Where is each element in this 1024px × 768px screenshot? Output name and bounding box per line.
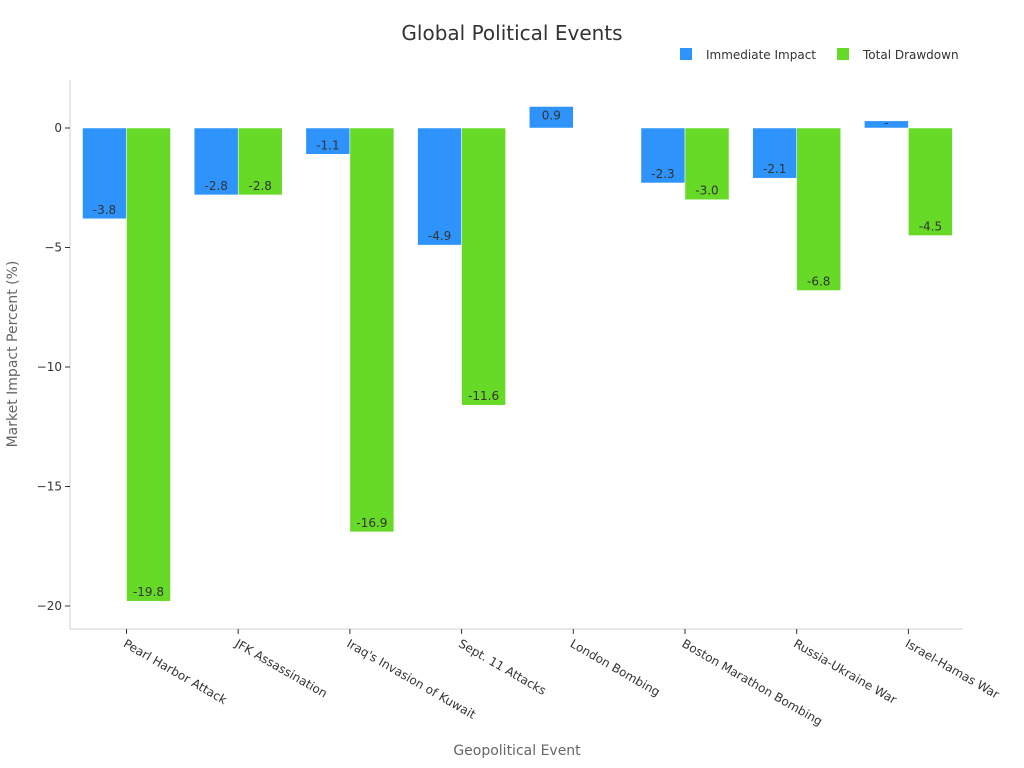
bar-value-label: -3.8 [93,203,116,217]
chart-title: Global Political Events [401,21,622,45]
bar-value-label: -4.5 [919,220,942,234]
bar-immediate-impact[interactable] [417,127,462,246]
bar-value-label: -3.0 [695,184,718,198]
y-tick-label: −5 [44,241,62,255]
legend-item-immediate-impact[interactable]: Immediate Impact [680,48,816,62]
legend-swatch-immediate-impact [680,48,692,60]
bar-total-drawdown[interactable] [796,127,841,291]
y-axis-label: Market Impact Percent (%) [5,261,21,448]
legend-label-total-drawdown: Total Drawdown [862,48,959,62]
y-tick-label: 0 [54,121,62,135]
bar-immediate-impact[interactable] [193,127,239,196]
bar-value-label: -2.1 [763,162,786,176]
bar-immediate-impact[interactable] [529,106,574,129]
bar-value-label: - [884,116,888,130]
bar-total-drawdown[interactable] [349,127,395,533]
bar-value-label: 0.9 [542,108,561,122]
bar-total-drawdown[interactable] [461,127,506,406]
y-tick-label: −20 [37,599,62,613]
bar-immediate-impact[interactable] [752,127,797,179]
bar-value-label: -19.8 [133,585,164,599]
x-tick-label: London Bombing [568,636,663,699]
bar-immediate-impact[interactable] [82,127,127,220]
bar-value-label: -2.3 [651,167,674,181]
bar-immediate-impact[interactable] [305,127,351,155]
bar-immediate-impact[interactable] [864,120,909,129]
x-axis-label: Geopolitical Event [453,743,581,759]
legend: Immediate Impact Total Drawdown [680,48,959,62]
legend-swatch-total-drawdown [837,48,849,60]
bar-total-drawdown[interactable] [908,127,953,236]
legend-item-total-drawdown[interactable]: Total Drawdown [837,48,959,62]
bar-immediate-impact[interactable] [640,127,686,184]
y-tick-label: −15 [37,480,62,494]
bar-value-label: -4.9 [428,229,451,243]
x-tick-label: Pearl Harbor Attack [121,636,229,707]
bar-value-label: -6.8 [807,275,830,289]
x-tick-label: Russia-Ukraine War [791,636,899,706]
y-axis-ticks: 0 −5 −10 −15 −20 [37,121,70,613]
bar-total-drawdown[interactable] [237,127,283,196]
bar-total-drawdown[interactable] [126,127,171,602]
bar-value-label: -11.6 [468,389,499,403]
x-tick-label: Sept. 11 Attacks [456,636,548,697]
plot-area: -3.8 -19.8 -2.8 -2.8 -1.1 -16.9 -4.9 -11.6 0.9 -2… [82,106,953,602]
bar-value-label: -16.9 [356,516,387,530]
bar-value-label: -1.1 [316,138,339,152]
x-tick-label: JFK Assassination [232,636,330,701]
x-axis-ticks: Pearl Harbor Attack JFK Assassination Iraq… [121,629,1002,728]
bar-value-label: -2.8 [204,179,227,193]
bar-total-drawdown[interactable] [684,127,730,200]
y-tick-label: −10 [37,360,62,374]
x-tick-label: Israel-Hamas War [903,636,1002,701]
legend-label-immediate-impact: Immediate Impact [706,48,816,62]
bar-value-label: -2.8 [248,179,271,193]
